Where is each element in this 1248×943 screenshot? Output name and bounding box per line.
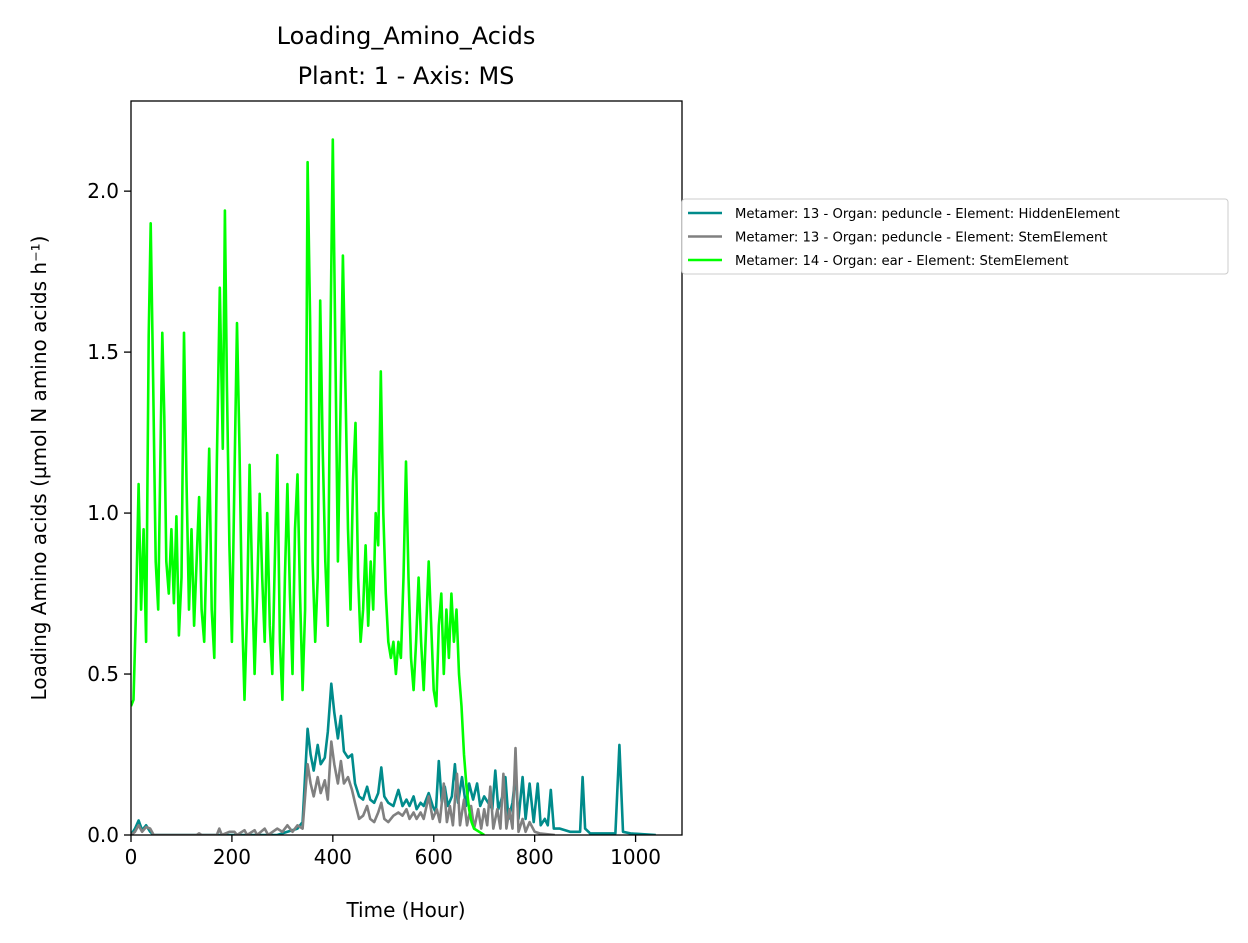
y-axis-label: Loading Amino acids (µmol N amino acids … (27, 236, 51, 701)
x-axis-label: Time (Hour) (345, 898, 465, 922)
x-tick-label-1: 0 (125, 845, 138, 869)
chart-title-line-2: Plant: 1 - Axis: MS (298, 62, 515, 90)
y-tick-label-3: 1.0 (87, 501, 119, 525)
y-tick-label-4: 1.5 (87, 340, 119, 364)
x-tick-label-2: 200 (213, 845, 251, 869)
legend-label-2: Metamer: 13 - Organ: peduncle - Element:… (735, 231, 1108, 246)
plot-area-frame (130, 100, 683, 836)
y-tick-label-2: 0.5 (87, 662, 119, 686)
legend: Metamer: 13 - Organ: peduncle - Element:… (681, 198, 1229, 275)
legend-label-3: Metamer: 14 - Organ: ear - Element: Stem… (735, 254, 1069, 269)
y-axis: 0.0 0.5 1.0 1.5 2.0 (87, 179, 131, 847)
series-line-1 (131, 682, 656, 835)
series-line-3 (131, 138, 485, 835)
legend-label-1: Metamer: 13 - Organ: peduncle - Element:… (735, 207, 1120, 222)
x-tick-label-4: 600 (415, 845, 453, 869)
x-tick-label-6: 1000 (610, 845, 661, 869)
y-tick-label-1: 0.0 (87, 823, 119, 847)
chart-title-line-1: Loading_Amino_Acids (277, 22, 536, 50)
x-axis: 0 200 400 600 800 1000 (125, 835, 661, 869)
y-tick-label-5: 2.0 (87, 179, 119, 203)
series-layer (131, 138, 656, 835)
x-tick-label-3: 400 (314, 845, 352, 869)
legend-frame (681, 198, 1229, 275)
x-tick-label-5: 800 (516, 845, 554, 869)
series-line-2 (131, 740, 555, 835)
